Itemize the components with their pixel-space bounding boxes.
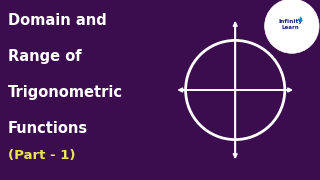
Text: Range of: Range of — [8, 49, 82, 64]
Text: Functions: Functions — [8, 121, 88, 136]
Text: Learn: Learn — [281, 25, 299, 30]
Ellipse shape — [265, 0, 319, 53]
Text: Domain and: Domain and — [8, 13, 107, 28]
Text: Trigonometric: Trigonometric — [8, 85, 123, 100]
Text: (Part - 1): (Part - 1) — [8, 149, 76, 162]
Text: Infinity: Infinity — [278, 19, 302, 24]
